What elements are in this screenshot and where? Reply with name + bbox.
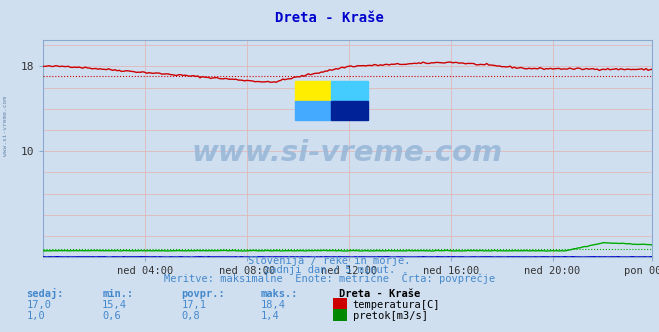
Text: min.:: min.: xyxy=(102,289,133,299)
Text: Dreta - Kraše: Dreta - Kraše xyxy=(339,289,420,299)
Bar xyxy=(295,101,331,120)
Text: temperatura[C]: temperatura[C] xyxy=(353,300,440,310)
Text: www.si-vreme.com: www.si-vreme.com xyxy=(3,96,8,156)
Text: 15,4: 15,4 xyxy=(102,300,127,310)
Bar xyxy=(331,101,368,120)
Text: 1,0: 1,0 xyxy=(26,311,45,321)
Text: Dreta - Kraše: Dreta - Kraše xyxy=(275,11,384,25)
Text: Slovenija / reke in morje.: Slovenija / reke in morje. xyxy=(248,256,411,266)
Text: maks.:: maks.: xyxy=(260,289,298,299)
Text: 18,4: 18,4 xyxy=(260,300,285,310)
Text: 17,0: 17,0 xyxy=(26,300,51,310)
Bar xyxy=(295,81,331,101)
Text: www.si-vreme.com: www.si-vreme.com xyxy=(192,139,503,167)
Text: 1,4: 1,4 xyxy=(260,311,279,321)
Text: sedaj:: sedaj: xyxy=(26,288,64,299)
Bar xyxy=(331,81,368,101)
Text: zadnji dan / 5 minut.: zadnji dan / 5 minut. xyxy=(264,265,395,275)
Text: pretok[m3/s]: pretok[m3/s] xyxy=(353,311,428,321)
Text: 17,1: 17,1 xyxy=(181,300,206,310)
Text: povpr.:: povpr.: xyxy=(181,289,225,299)
Text: Meritve: maksimalne  Enote: metrične  Črta: povprečje: Meritve: maksimalne Enote: metrične Črta… xyxy=(164,272,495,284)
Text: 0,8: 0,8 xyxy=(181,311,200,321)
Text: 0,6: 0,6 xyxy=(102,311,121,321)
